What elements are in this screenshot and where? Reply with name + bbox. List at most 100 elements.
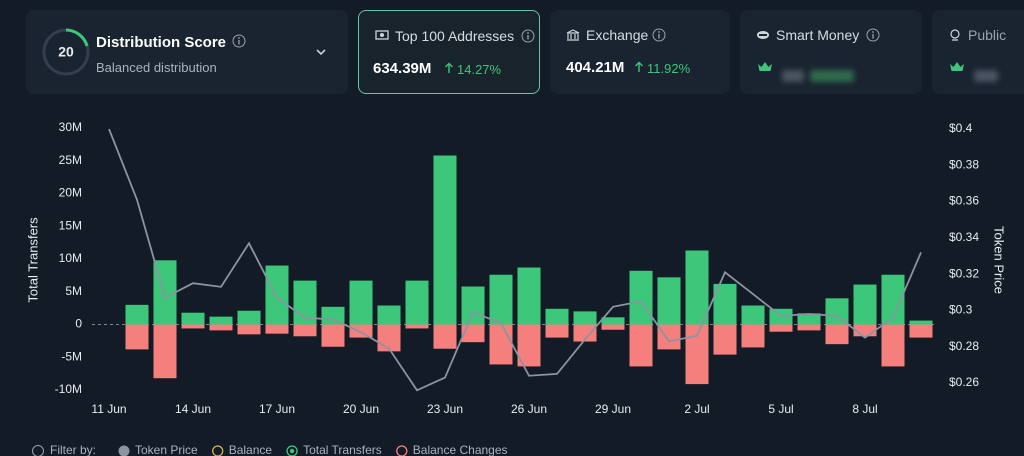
x-tick-label: 29 Jun [595, 402, 631, 416]
bar [741, 324, 765, 348]
bar [237, 324, 261, 335]
bar [489, 324, 513, 365]
y-tick-label: 10M [59, 251, 82, 265]
bar [741, 305, 765, 325]
card-subtitle: Balanced distribution [96, 60, 217, 75]
y2-axis-title: Token Price [992, 226, 1007, 294]
exchange-card[interactable]: Exchange 404.21M 11.92% [550, 10, 730, 94]
bar [153, 324, 177, 379]
x-tick-label: 20 Jun [343, 402, 379, 416]
bar [825, 298, 849, 325]
public-card[interactable]: Public [932, 10, 1024, 94]
x-tick-label: 14 Jun [175, 402, 211, 416]
legend-item[interactable]: Token Price [118, 443, 199, 456]
card-title: Distribution Score [96, 34, 227, 51]
card-title: Exchange [586, 27, 649, 43]
legend-item[interactable]: Balance [212, 443, 273, 456]
bar [685, 324, 709, 385]
bar [461, 286, 485, 325]
legend-item[interactable]: Balance Changes [396, 443, 508, 456]
blurred-value [974, 70, 998, 82]
bar [517, 267, 541, 325]
bar [433, 155, 457, 325]
bar [517, 324, 541, 367]
legend-text: Total Transfers [303, 443, 382, 456]
legend-dot [289, 448, 295, 454]
bar [321, 306, 345, 325]
x-tick-label: 26 Jun [511, 402, 547, 416]
y-tick-label: 25M [59, 153, 82, 167]
crown-icon [758, 62, 772, 71]
legend-text: Balance [229, 443, 273, 456]
card-change: 11.92% [647, 61, 691, 76]
legend-item[interactable]: Total Transfers [286, 443, 382, 456]
x-tick-label: 2 Jul [684, 402, 709, 416]
legend-label: Filter by: [50, 443, 96, 456]
card-value: 634.39M [373, 60, 432, 77]
score-ring: 20 [42, 28, 90, 76]
bar [545, 308, 569, 325]
y-tick-label: 30M [59, 120, 82, 134]
x-tick-label: 11 Jun [91, 402, 126, 416]
y2-tick-label: $0.34 [949, 230, 979, 244]
y2-tick-label: $0.3 [949, 303, 973, 317]
y2-tick-label: $0.38 [949, 157, 979, 171]
smart-money-card[interactable]: Smart Money [740, 10, 922, 94]
card-icon [566, 29, 580, 41]
bar [881, 274, 905, 325]
up-arrow [635, 61, 643, 72]
info-icon[interactable] [652, 28, 666, 42]
info-icon [32, 445, 44, 456]
chart: Total Transfers Token Price 30M 25M 20M 15M… [25, 120, 1007, 456]
legend: Filter by: Token Price Balance Total Transf… [32, 443, 508, 456]
bar [405, 280, 429, 325]
card-title: Public [968, 27, 1007, 43]
bar [881, 324, 905, 367]
y2-tick-label: $0.26 [949, 375, 979, 389]
y-tick-label: 15M [59, 218, 82, 232]
bar [209, 316, 233, 325]
bar [657, 324, 681, 350]
bar [349, 324, 373, 338]
legend-text: Balance Changes [413, 443, 508, 456]
dropdown-chevron[interactable] [314, 45, 328, 59]
blurred-change [810, 70, 854, 82]
bar [853, 284, 877, 325]
bar [349, 280, 373, 325]
crown-icon [950, 62, 964, 71]
card-title: Smart Money [776, 27, 860, 43]
card-change: 14.27% [457, 62, 502, 77]
info-icon[interactable] [232, 34, 246, 48]
card-title: Top 100 Addresses [395, 28, 515, 44]
bar [713, 283, 737, 325]
x-tick-label: 23 Jun [427, 402, 463, 416]
blurred-value [782, 70, 804, 82]
bar [825, 324, 849, 345]
bar [321, 324, 345, 347]
y-tick-label: 20M [59, 186, 82, 200]
info-icon[interactable] [521, 29, 535, 43]
y2-tick-label: $0.4 [949, 121, 973, 135]
bar [265, 324, 289, 334]
bar [797, 324, 821, 331]
y2-tick-label: $0.32 [949, 266, 979, 280]
info-icon[interactable] [866, 28, 880, 42]
bar [433, 324, 457, 349]
legend-marker [286, 445, 298, 456]
top100-card[interactable]: Top 100 Addresses 634.39M 14.27% [358, 10, 540, 94]
bar [573, 324, 597, 342]
y2-tick-label: $0.36 [949, 194, 979, 208]
bar [209, 324, 233, 331]
bar [797, 313, 821, 325]
x-tick-label: 8 Jul [852, 402, 877, 416]
x-tick-label: 5 Jul [768, 402, 793, 416]
bar [685, 250, 709, 325]
y-axis-title: Total Transfers [25, 217, 40, 303]
bar [181, 324, 205, 329]
y-tick-label: -10M [55, 382, 82, 396]
price-line [108, 128, 922, 392]
bar [293, 324, 317, 337]
card-icon [950, 29, 960, 41]
distribution-card[interactable]: 20 Distribution Score Balanced distribut… [26, 10, 348, 94]
bar [377, 305, 401, 325]
